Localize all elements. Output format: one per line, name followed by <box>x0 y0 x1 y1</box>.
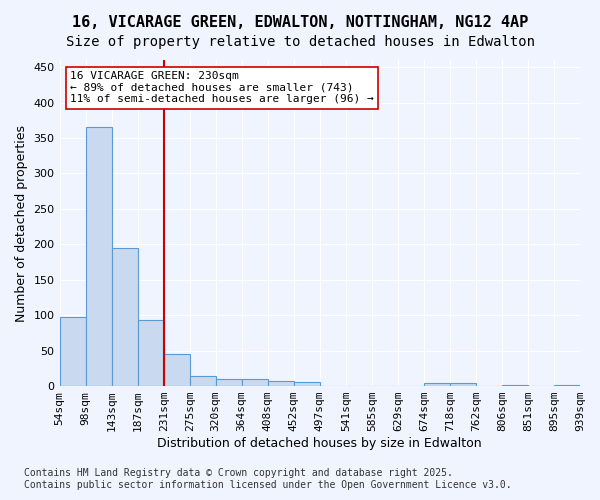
Bar <box>242 379 268 386</box>
Text: Size of property relative to detached houses in Edwalton: Size of property relative to detached ho… <box>65 35 535 49</box>
Text: 16, VICARAGE GREEN, EDWALTON, NOTTINGHAM, NG12 4AP: 16, VICARAGE GREEN, EDWALTON, NOTTINGHAM… <box>72 15 528 30</box>
Bar <box>190 376 215 386</box>
Bar <box>112 248 137 386</box>
Bar <box>424 382 450 386</box>
Bar <box>215 379 242 386</box>
Bar <box>502 384 528 386</box>
Bar <box>86 128 112 386</box>
Bar <box>294 382 320 386</box>
Text: Contains HM Land Registry data © Crown copyright and database right 2025.
Contai: Contains HM Land Registry data © Crown c… <box>24 468 512 490</box>
Bar <box>164 354 190 386</box>
Bar <box>554 384 580 386</box>
Text: 16 VICARAGE GREEN: 230sqm
← 89% of detached houses are smaller (743)
11% of semi: 16 VICARAGE GREEN: 230sqm ← 89% of detac… <box>70 71 374 104</box>
Bar <box>450 382 476 386</box>
X-axis label: Distribution of detached houses by size in Edwalton: Distribution of detached houses by size … <box>157 437 482 450</box>
Bar <box>59 316 86 386</box>
Y-axis label: Number of detached properties: Number of detached properties <box>15 124 28 322</box>
Bar <box>268 381 294 386</box>
Bar <box>137 320 164 386</box>
